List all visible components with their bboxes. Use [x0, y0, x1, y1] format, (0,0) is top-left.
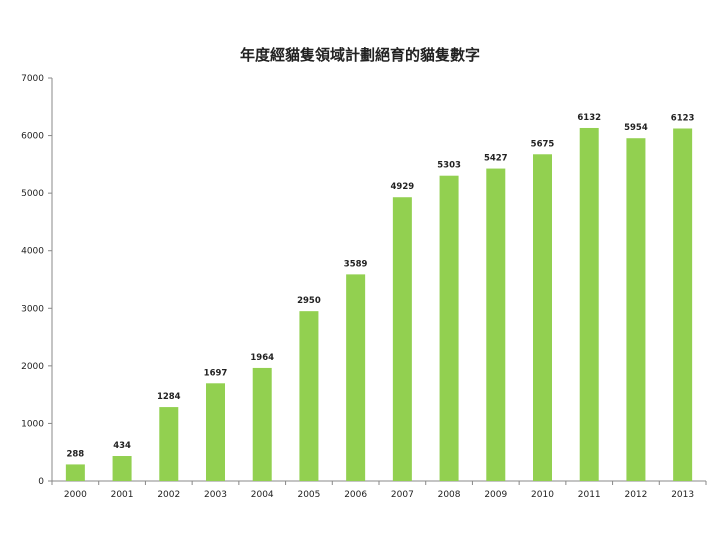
bar [626, 138, 646, 481]
x-tick-label: 2005 [297, 490, 320, 500]
bar [299, 311, 319, 481]
x-tick-label: 2001 [111, 490, 134, 500]
x-tick-label: 2012 [624, 490, 647, 500]
bar [486, 168, 506, 481]
data-label: 5303 [437, 161, 461, 171]
data-label: 5427 [484, 154, 508, 164]
x-tick-label: 2008 [438, 490, 461, 500]
bar [112, 456, 132, 481]
bar [533, 154, 552, 481]
data-label: 1284 [157, 392, 181, 402]
data-label: 2950 [297, 296, 321, 306]
data-label: 4929 [391, 182, 415, 192]
data-label: 3589 [344, 259, 368, 269]
x-tick-label: 2013 [671, 490, 694, 500]
bar [392, 197, 412, 482]
bar [346, 274, 366, 481]
x-tick-label: 2010 [531, 490, 554, 500]
data-label: 5954 [624, 123, 648, 133]
y-tick-label: 1000 [21, 419, 44, 429]
y-tick-label: 0 [38, 477, 44, 487]
x-tick-label: 2000 [64, 490, 87, 500]
data-label: 288 [66, 449, 84, 459]
x-tick-label: 2006 [344, 490, 367, 500]
data-label: 1964 [250, 353, 274, 363]
x-tick-label: 2007 [391, 490, 414, 500]
bar [252, 367, 272, 481]
data-label: 434 [113, 441, 131, 451]
chart-title: 年度經貓隻領域計劃絕育的貓隻數字 [239, 46, 480, 64]
x-tick-label: 2011 [578, 490, 601, 500]
data-label: 1697 [204, 368, 228, 378]
x-tick-label: 2009 [484, 490, 507, 500]
x-tick-label: 2002 [157, 490, 180, 500]
x-tick-label: 2004 [251, 490, 274, 500]
bars [65, 127, 693, 482]
data-labels: 288 434 1284 1697 1964 2950 3589 4929 5303 5427 56… [66, 113, 694, 459]
data-label: 6132 [577, 113, 601, 123]
data-label: 5675 [531, 139, 555, 149]
bar [579, 127, 599, 482]
y-tick-label: 5000 [21, 189, 44, 199]
bar [206, 383, 225, 481]
y-tick-label: 3000 [21, 304, 44, 314]
y-tick-label: 4000 [21, 247, 44, 257]
bar [159, 407, 179, 481]
data-label: 6123 [671, 113, 695, 123]
bar [65, 464, 85, 481]
y-tick-label: 2000 [21, 362, 44, 372]
y-tick-label: 7000 [21, 74, 44, 84]
x-tick-label: 2003 [204, 490, 227, 500]
axes: 0 1000 2000 3000 4000 5000 6000 7000 2000 2001 200… [21, 74, 707, 500]
bar [673, 128, 693, 481]
bar [439, 175, 459, 481]
y-tick-label: 6000 [21, 132, 44, 142]
